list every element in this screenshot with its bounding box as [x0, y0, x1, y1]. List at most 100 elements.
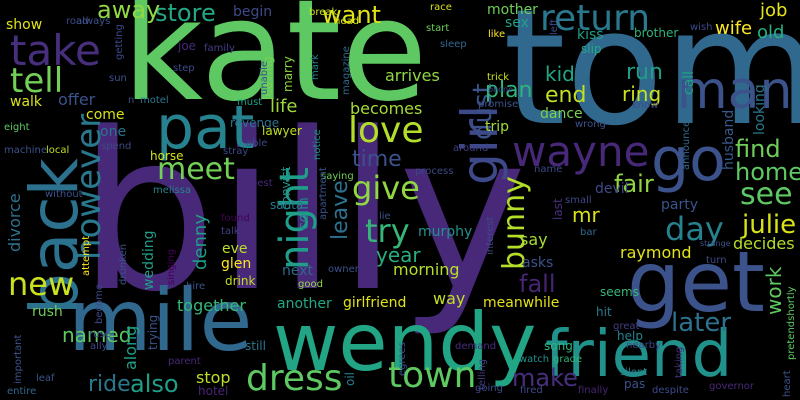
word-murphy: murphy [418, 224, 473, 240]
word-apartment: apartment [318, 167, 329, 220]
word-announces: announces [681, 115, 692, 170]
word-bar: bar [580, 227, 597, 238]
word-tom: tom [503, 0, 800, 161]
word-taking: taking [674, 346, 685, 378]
word-road: road [66, 16, 89, 27]
word-denny: denny [190, 214, 211, 270]
word-say: say [520, 230, 548, 249]
word-kate: kate [122, 0, 428, 133]
word-seems: seems [600, 285, 639, 299]
word-turn: turn [706, 255, 727, 266]
word-sleep: sleep [440, 39, 467, 50]
word-head: head [334, 16, 359, 27]
word-important: important [13, 334, 24, 384]
word-see: see [740, 177, 793, 212]
word-must: must [237, 97, 263, 108]
word-man: man [677, 61, 793, 121]
word-meanwhile: meanwhile [483, 295, 560, 311]
word-good: good [298, 279, 323, 290]
word-give: give [352, 169, 420, 207]
word-able: able [246, 138, 268, 149]
word-family: family [204, 43, 235, 54]
word-go: go [651, 125, 726, 195]
word-mark: mark [310, 54, 321, 80]
word-fair: fair [614, 170, 654, 198]
word-governor: governor [709, 381, 755, 392]
word-lie: lie [379, 211, 391, 222]
word-stop: stop [196, 368, 231, 387]
word-hotel: hotel [198, 384, 229, 398]
word-glen: glen [221, 256, 252, 272]
word-party: party [661, 197, 698, 213]
word-another: another [277, 296, 332, 312]
word-julie: julie [742, 210, 797, 240]
word-get: get [627, 233, 765, 331]
word-make: make [512, 364, 578, 392]
word-eve: eve [222, 241, 248, 257]
word-call: call [681, 70, 697, 95]
word-friend: friend [545, 318, 733, 392]
word-town: town [388, 355, 477, 396]
word-raymond: raymond [620, 243, 692, 262]
word-devil: devil [595, 181, 629, 197]
word-love: love [348, 110, 424, 151]
word-plan: plan [485, 78, 533, 103]
word-drunken: drunken [118, 243, 129, 285]
word-morning: morning [393, 260, 460, 279]
word-oil: oil [343, 371, 357, 386]
word-wrong: wrong [575, 119, 606, 130]
word-arrives: arrives [385, 66, 440, 85]
word-want: want [322, 1, 381, 29]
word-owner: owner [328, 264, 359, 275]
word-always: always [76, 16, 111, 27]
word-without: without [45, 189, 83, 200]
word-next: next [282, 263, 314, 279]
word-new: new [8, 265, 75, 303]
word-time: time [352, 147, 402, 172]
word-wedding: wedding [141, 230, 157, 291]
word-like: like [488, 29, 506, 40]
word-rush: rush [32, 304, 63, 320]
word-demand: demand [455, 341, 497, 352]
word-silent: silent [620, 367, 648, 378]
word-singing: singing [166, 248, 177, 285]
word-wife: wife [715, 18, 753, 39]
word-small: small [565, 195, 592, 206]
word-lawyer: lawyer [262, 124, 302, 138]
word-mr: mr [572, 203, 600, 227]
word-mile: mile [68, 271, 253, 371]
word-fired: fired [520, 385, 543, 396]
word-still: still [245, 339, 266, 353]
word-promise: promise [478, 99, 519, 110]
word-walk: walk [10, 94, 43, 110]
word-decides: decides [733, 234, 795, 253]
word-watch: watch [519, 354, 550, 365]
word-entire: entire [7, 386, 37, 397]
word-wish: wish [690, 22, 713, 33]
word-begin: begin [233, 4, 273, 20]
word-horse: horse [150, 149, 184, 163]
word-revenge: revenge [230, 116, 280, 130]
word-end: end [545, 83, 587, 108]
word-name: name [534, 164, 563, 175]
word-ally: ally [90, 341, 108, 352]
word-tell: tell [10, 61, 64, 101]
word-meet: meet [157, 152, 235, 187]
word-talk: talk [221, 226, 240, 237]
word-year: year [376, 243, 421, 267]
word-pat: pat [156, 93, 255, 163]
word-dress: dress [246, 358, 343, 399]
word-spend: spend [101, 141, 132, 152]
word-dance: dance [540, 106, 583, 122]
word-n: n [128, 95, 135, 106]
word-going: going [475, 383, 503, 394]
word-heart: heart [782, 370, 793, 397]
word-run: run [626, 60, 663, 85]
word-leave: leave [328, 180, 353, 240]
word-interest: interest [485, 216, 496, 255]
word-old: old [757, 22, 785, 43]
word-unable: unable [259, 60, 270, 95]
word-drink: drink [225, 274, 256, 288]
word-wendy: wendy [273, 296, 537, 389]
